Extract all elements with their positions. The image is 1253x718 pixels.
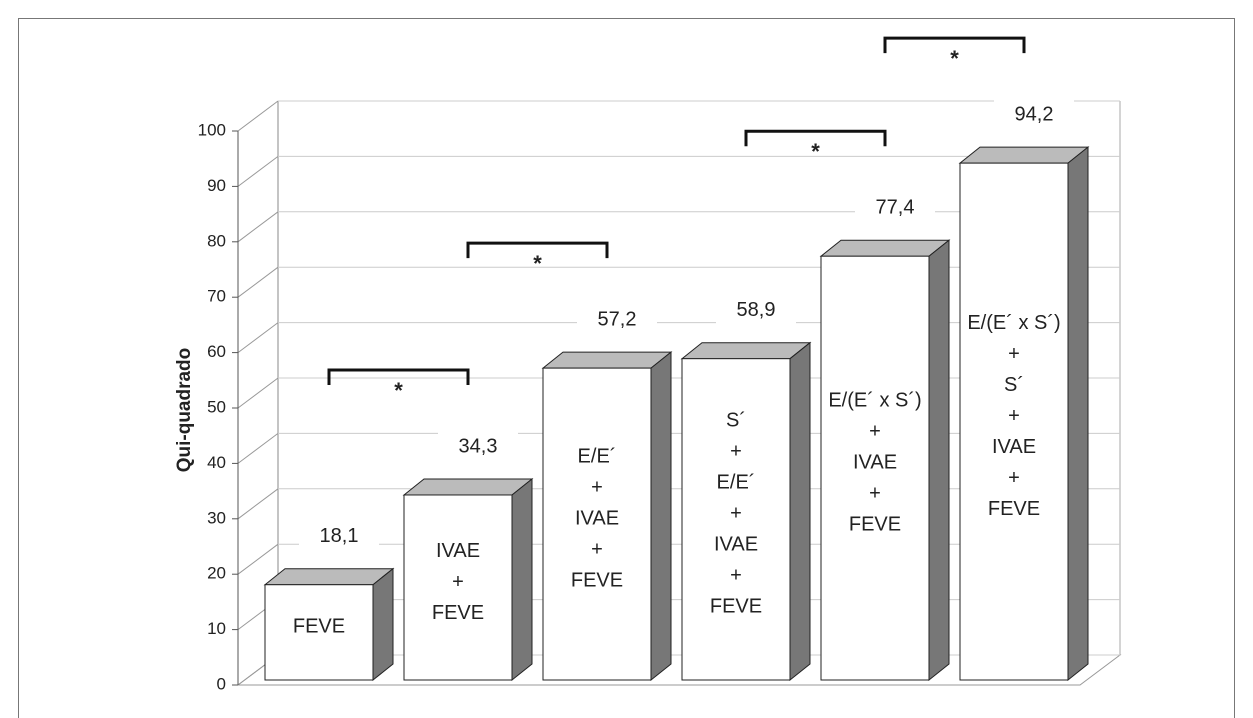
bar-top [680, 342, 812, 360]
bar-category-label: + [730, 565, 742, 587]
y-tick-label: 30 [207, 508, 226, 527]
bar-side [1067, 146, 1089, 682]
significance-label: * [533, 251, 542, 276]
value-label: 18,1 [320, 525, 359, 547]
side-wall-line [237, 211, 279, 243]
value-label-bg [716, 294, 796, 327]
bar-category-label: E/E´ [578, 445, 617, 467]
bar-category-label: IVAE [992, 436, 1036, 458]
significance-bracket [327, 368, 470, 385]
bar-top [402, 478, 534, 496]
bar [820, 255, 930, 681]
value-label-bg [994, 99, 1074, 132]
bar-category-label: + [452, 571, 464, 593]
value-label-bg [438, 430, 518, 463]
significance-label: * [950, 46, 959, 71]
bar-side [650, 351, 672, 682]
side-wall-line [237, 266, 279, 298]
bar [264, 584, 374, 681]
bar-top [541, 351, 673, 369]
y-tick-label: 60 [207, 342, 226, 361]
value-label: 58,9 [737, 299, 776, 321]
value-label-bg [299, 520, 379, 553]
side-wall-line [237, 100, 279, 132]
bar-category-label: IVAE [714, 534, 758, 556]
bar-category-label: E/E´ [717, 472, 756, 494]
bar-category-label: FEVE [988, 498, 1040, 520]
side-wall-line [237, 543, 279, 575]
bar [403, 494, 513, 681]
bar-category-label: FEVE [432, 602, 484, 624]
significance-bracket [883, 36, 1026, 54]
bar-category-label: IVAE [853, 451, 897, 473]
bar-category-label: + [730, 441, 742, 463]
value-label-bg [855, 192, 935, 225]
y-tick-label: 0 [217, 674, 226, 693]
bar-top [263, 568, 395, 586]
side-wall-line [237, 155, 279, 187]
value-label: 94,2 [1015, 103, 1054, 125]
bar-category-label: E/(E´ x S´) [828, 389, 921, 411]
bar-category-label: E/(E´ x S´) [967, 312, 1060, 334]
bar-category-label: + [591, 476, 603, 498]
bar-category-label: + [1008, 343, 1020, 365]
bar-category-label: + [591, 538, 603, 560]
y-tick-label: 70 [207, 287, 226, 306]
y-tick-label: 40 [207, 453, 226, 472]
bar-category-label: S´ [1004, 374, 1024, 396]
bar-category-label: + [1008, 405, 1020, 427]
y-tick-label: 10 [207, 619, 226, 638]
y-tick-label: 90 [207, 176, 226, 195]
y-axis-title: Qui-quadrado [174, 348, 195, 473]
bar [681, 358, 791, 681]
bar-category-label: FEVE [849, 513, 901, 535]
bar [959, 162, 1069, 681]
significance-label: * [811, 139, 820, 164]
bar-category-label: IVAE [436, 540, 480, 562]
bar-category-label: FEVE [571, 569, 623, 591]
bar-side [928, 239, 950, 682]
bar-category-label: S´ [726, 410, 746, 432]
side-wall-line [237, 488, 279, 520]
y-tick-label: 50 [207, 397, 226, 416]
side-wall-line [237, 322, 279, 354]
bar-side [789, 341, 811, 682]
value-label: 77,4 [876, 196, 915, 218]
bar-category-label: + [869, 482, 881, 504]
bar-category-label: FEVE [293, 616, 345, 638]
bar-side [372, 567, 394, 682]
bar-side [511, 477, 533, 682]
side-wall-line [237, 377, 279, 409]
bar-top [819, 239, 951, 257]
bar-category-label: IVAE [575, 507, 619, 529]
bar [542, 367, 652, 681]
value-label: 57,2 [598, 308, 637, 330]
value-label: 34,3 [459, 435, 498, 457]
bar-top [958, 146, 1090, 164]
value-label-bg [577, 304, 657, 337]
side-wall-line [237, 432, 279, 464]
y-tick-label: 80 [207, 231, 226, 250]
frame [18, 18, 1235, 718]
bar-category-label: FEVE [710, 596, 762, 618]
significance-label: * [394, 378, 403, 403]
y-tick-label: 20 [207, 564, 226, 583]
bar-category-label: + [869, 420, 881, 442]
significance-bracket [744, 129, 887, 147]
significance-bracket [466, 241, 609, 259]
bar-category-label: + [730, 503, 742, 525]
bar-category-label: + [1008, 467, 1020, 489]
y-tick-label: 100 [198, 120, 226, 139]
